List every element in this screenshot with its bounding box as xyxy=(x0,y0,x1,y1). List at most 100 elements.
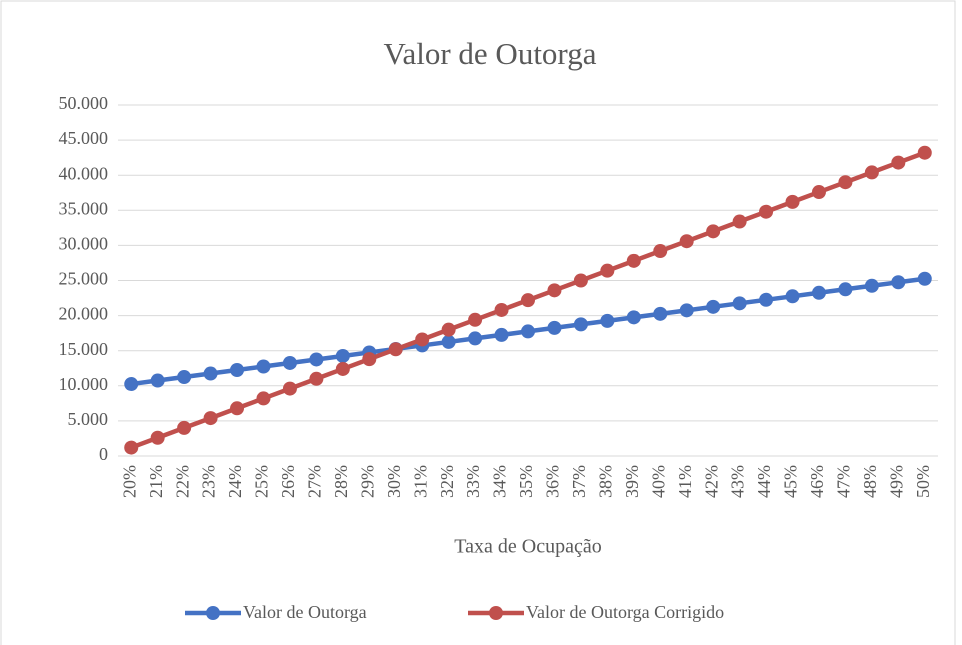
series-marker xyxy=(732,214,747,229)
series-marker xyxy=(282,355,297,370)
x-tick-label: 49% xyxy=(886,465,906,498)
series-marker xyxy=(785,194,800,209)
x-tick-label: 21% xyxy=(146,465,166,498)
series-marker xyxy=(150,430,165,445)
legend-label: Valor de Outorga xyxy=(243,602,367,622)
series-marker xyxy=(256,391,271,406)
y-tick-label: 25.000 xyxy=(59,269,109,289)
series-marker xyxy=(177,370,192,385)
y-tick-label: 50.000 xyxy=(59,93,109,113)
x-tick-label: 48% xyxy=(860,465,880,498)
series-marker xyxy=(573,273,588,288)
series-marker xyxy=(679,234,694,249)
x-tick-label: 41% xyxy=(675,465,695,498)
series-marker xyxy=(521,324,535,339)
x-tick-label: 32% xyxy=(437,465,457,498)
series-marker xyxy=(362,352,377,367)
series-marker xyxy=(864,165,879,180)
series-marker xyxy=(177,420,192,435)
series-marker xyxy=(124,440,139,455)
series-marker xyxy=(732,296,747,311)
x-tick-label: 44% xyxy=(754,465,774,498)
y-tick-label: 20.000 xyxy=(59,304,109,324)
legend-marker xyxy=(489,606,503,620)
series-marker xyxy=(494,327,509,342)
series-marker xyxy=(917,271,932,286)
y-tick-label: 15.000 xyxy=(59,339,109,359)
series-marker xyxy=(203,411,218,426)
x-tick-label: 33% xyxy=(463,465,483,498)
series-marker xyxy=(759,204,774,219)
series-marker xyxy=(785,289,800,304)
x-tick-label: 34% xyxy=(490,465,510,498)
x-tick-label: 35% xyxy=(516,465,536,498)
y-tick-label: 5.000 xyxy=(68,409,109,429)
series-marker xyxy=(415,332,430,347)
series-marker xyxy=(282,381,297,396)
series-marker xyxy=(679,303,694,318)
series-marker xyxy=(626,253,641,268)
x-tick-label: 29% xyxy=(357,465,377,498)
x-tick-label: 25% xyxy=(252,465,272,498)
x-tick-label: 43% xyxy=(728,465,748,498)
x-tick-label: 22% xyxy=(172,465,192,498)
series-marker xyxy=(864,278,879,293)
y-tick-label: 0 xyxy=(99,444,108,464)
x-tick-label: 31% xyxy=(410,465,430,498)
series-marker xyxy=(547,283,562,298)
series-marker xyxy=(811,285,826,300)
x-tick-label: 42% xyxy=(701,465,721,498)
series-marker xyxy=(653,244,668,259)
series-marker xyxy=(335,348,350,363)
series-marker xyxy=(838,175,853,190)
x-tick-label: 46% xyxy=(807,465,827,498)
series-marker xyxy=(309,352,324,367)
series-marker xyxy=(388,342,403,357)
x-tick-label: 20% xyxy=(119,465,139,498)
series-marker xyxy=(441,334,456,349)
x-tick-label: 36% xyxy=(543,465,563,498)
x-tick-label: 50% xyxy=(913,465,933,498)
series-marker xyxy=(600,313,615,328)
series-marker xyxy=(124,377,139,392)
series-marker xyxy=(468,312,483,327)
series-marker xyxy=(653,306,668,321)
series-marker xyxy=(521,293,535,308)
chart-title: Valor de Outorga xyxy=(384,36,597,71)
series-marker xyxy=(547,320,562,335)
x-tick-label: 45% xyxy=(781,465,801,498)
series-marker xyxy=(335,361,350,376)
x-tick-label: 23% xyxy=(199,465,219,498)
series-marker xyxy=(891,155,906,170)
x-tick-label: 40% xyxy=(648,465,668,498)
x-tick-label: 38% xyxy=(595,465,615,498)
series-marker xyxy=(759,292,774,307)
series-marker xyxy=(441,322,456,337)
series-marker xyxy=(838,282,853,297)
series-marker xyxy=(256,359,271,374)
x-tick-label: 27% xyxy=(305,465,325,498)
y-tick-label: 45.000 xyxy=(59,128,109,148)
series-marker xyxy=(468,331,483,346)
x-axis-title: Taxa de Ocupação xyxy=(454,536,601,558)
series-marker xyxy=(600,263,615,278)
x-tick-label: 37% xyxy=(569,465,589,498)
series-marker xyxy=(626,310,641,325)
series-marker xyxy=(309,371,324,386)
x-tick-label: 24% xyxy=(225,465,245,498)
series-marker xyxy=(706,224,721,239)
series-marker xyxy=(150,373,165,388)
series-marker xyxy=(706,299,721,314)
x-tick-label: 47% xyxy=(834,465,854,498)
x-tick-label: 39% xyxy=(622,465,642,498)
series-marker xyxy=(203,366,218,381)
series-marker xyxy=(230,401,245,416)
series-marker xyxy=(230,363,245,378)
y-tick-label: 40.000 xyxy=(59,163,109,183)
series-marker xyxy=(891,275,906,290)
series-marker xyxy=(917,145,932,160)
series-marker xyxy=(494,302,509,317)
series-marker xyxy=(573,317,588,332)
legend-marker xyxy=(206,606,220,620)
